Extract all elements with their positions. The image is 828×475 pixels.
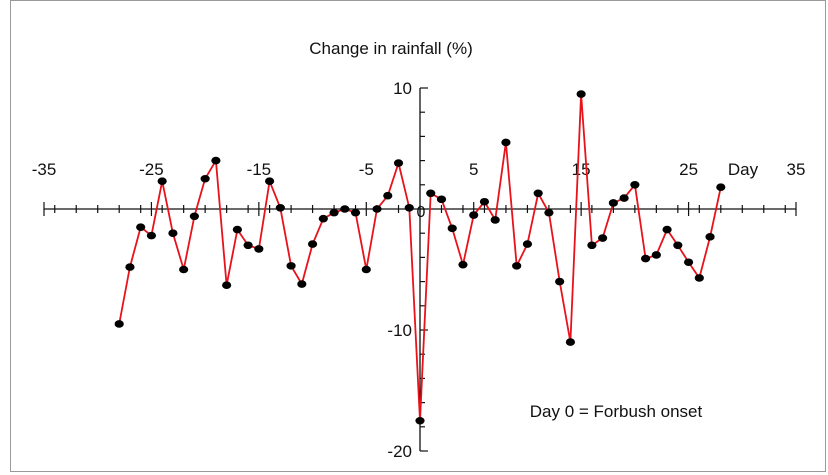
data-point: [630, 181, 640, 189]
x-tick-label: -15: [247, 160, 272, 179]
data-point: [340, 205, 350, 213]
data-point: [683, 258, 694, 267]
data-point: [372, 205, 382, 213]
axis-labels: Change in rainfall (%) Day Day 0 = Forbu…: [309, 39, 758, 421]
axes: [43, 87, 797, 452]
data-point: [716, 183, 726, 192]
data-point: [619, 194, 629, 202]
x-tick-label: -35: [32, 160, 57, 179]
data-point: [501, 138, 511, 147]
data-point: [243, 241, 253, 250]
data-point: [555, 277, 565, 286]
data-point: [565, 338, 576, 346]
data-point: [469, 211, 479, 219]
data-point: [598, 234, 608, 242]
x-axis-ticks: [43, 202, 797, 216]
data-point: [307, 240, 318, 248]
data-point: [393, 159, 404, 167]
data-point: [426, 189, 436, 198]
data-point: [157, 177, 167, 185]
data-point: [318, 214, 328, 223]
onset-annotation: Day 0 = Forbush onset: [530, 402, 703, 421]
data-point: [694, 274, 704, 282]
data-point: [350, 208, 361, 217]
data-point: [533, 189, 543, 198]
rainfall-series: [114, 90, 726, 425]
y-tick-label: -20: [387, 442, 412, 461]
data-point: [232, 225, 242, 234]
rainfall-chart: Change in rainfall (%) Day Day 0 = Forbu…: [32, 39, 806, 461]
data-point: [222, 281, 232, 290]
data-point: [404, 203, 414, 212]
data-point: [522, 240, 533, 248]
data-point: [512, 262, 522, 270]
data-point: [189, 212, 199, 221]
chart-frame: Change in rainfall (%) Day Day 0 = Forbu…: [10, 0, 826, 472]
data-point: [275, 203, 285, 212]
data-point: [662, 225, 672, 234]
data-point: [254, 245, 264, 253]
data-point: [361, 265, 371, 274]
y-tick-label: 10: [393, 79, 412, 98]
data-point: [641, 254, 651, 263]
data-point: [383, 191, 393, 200]
data-point: [136, 223, 146, 231]
x-tick-label: -5: [359, 160, 374, 179]
data-point: [447, 224, 457, 233]
data-point: [114, 320, 124, 328]
data-point: [179, 265, 189, 274]
data-point: [479, 197, 490, 206]
data-point: [608, 199, 618, 207]
data-point: [576, 90, 586, 98]
data-point: [415, 416, 425, 425]
data-point: [211, 156, 221, 165]
data-point: [200, 174, 210, 183]
data-point: [587, 241, 597, 250]
x-axis-label: Day: [728, 160, 759, 179]
x-tick-label: 35: [787, 160, 806, 179]
data-point: [286, 262, 296, 270]
data-point: [436, 195, 447, 204]
data-point: [297, 280, 307, 288]
data-point: [490, 216, 500, 224]
origin-tick-label: 0: [417, 204, 426, 221]
data-point: [125, 263, 135, 271]
data-point: [265, 177, 275, 185]
data-point: [544, 208, 554, 217]
x-tick-label: 5: [469, 160, 478, 179]
data-point: [673, 241, 683, 250]
data-point: [146, 231, 157, 240]
data-point: [651, 251, 661, 259]
y-tick-label: -10: [387, 321, 412, 340]
x-tick-label: -25: [139, 160, 164, 179]
y-axis-label: Change in rainfall (%): [309, 39, 472, 58]
data-point: [458, 260, 468, 269]
x-tick-label: 25: [679, 160, 698, 179]
data-point: [329, 208, 339, 217]
data-point: [168, 229, 178, 237]
data-point: [705, 233, 715, 241]
